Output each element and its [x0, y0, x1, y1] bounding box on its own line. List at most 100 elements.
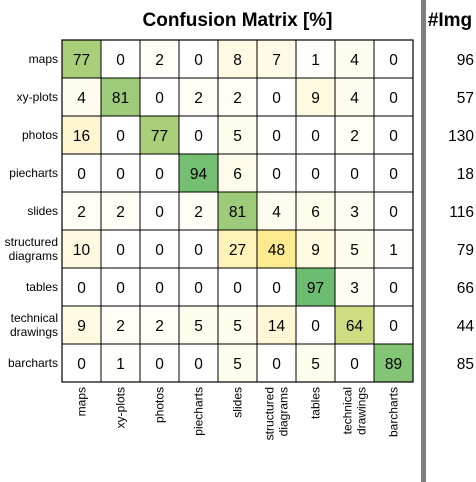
cell-value-label: 0	[194, 356, 203, 373]
heatmap-cell	[178, 305, 219, 345]
cell-value-label: 0	[311, 166, 320, 183]
cell-value-label: 0	[77, 356, 86, 373]
heatmap-cell	[61, 115, 102, 155]
image-count-value: 44	[457, 318, 475, 335]
cell-value-label: 2	[77, 204, 86, 221]
cell-value-label: 0	[389, 128, 398, 145]
column-label-group: technicaldrawings	[341, 387, 369, 435]
cell-value-label: 3	[350, 204, 359, 221]
image-count-value: 57	[457, 90, 474, 107]
image-count-value: 79	[457, 242, 474, 259]
cell-value-label: 0	[155, 280, 164, 297]
row-label: barcharts	[8, 356, 58, 370]
heatmap-cell	[139, 305, 180, 345]
cell-value-label: 1	[116, 356, 125, 373]
column-label: barcharts	[387, 387, 401, 437]
cell-value-label: 5	[233, 356, 242, 373]
cell-value-label: 6	[233, 166, 242, 183]
cell-value-label: 0	[272, 90, 281, 107]
heatmap-cell	[61, 305, 102, 345]
column-label-group: tables	[309, 387, 323, 419]
image-count-value: 85	[457, 356, 474, 373]
heatmap-cell	[217, 77, 258, 117]
image-count-value: 66	[457, 280, 474, 297]
heatmap-cell	[178, 343, 219, 383]
heatmap-cell	[61, 343, 102, 383]
heatmap-cell	[178, 115, 219, 155]
heatmap-cell	[139, 115, 180, 155]
heatmap-cell	[373, 191, 414, 231]
heatmap-cell	[61, 191, 102, 231]
cell-value-label: 0	[311, 128, 320, 145]
column-label-group: barcharts	[387, 387, 401, 437]
cell-value-label: 0	[194, 280, 203, 297]
column-label: photos	[153, 387, 167, 423]
heatmap-cell	[373, 229, 414, 269]
heatmap-cell	[373, 153, 414, 193]
cell-value-label: 0	[272, 166, 281, 183]
cell-value-label: 0	[389, 280, 398, 297]
cell-value-label: 2	[233, 90, 242, 107]
cell-value-label: 0	[155, 356, 164, 373]
heatmap-cell	[256, 229, 297, 269]
heatmap-cell	[256, 39, 297, 79]
heatmap-cell	[61, 153, 102, 193]
cell-value-label: 48	[268, 242, 285, 259]
cell-value-label: 5	[233, 128, 242, 145]
cell-value-label: 0	[272, 356, 281, 373]
heatmap-cell	[100, 343, 141, 383]
cell-value-label: 81	[229, 204, 246, 221]
heatmap-cell	[256, 343, 297, 383]
cell-value-label: 9	[311, 90, 320, 107]
column-label-group: structureddiagrams	[263, 387, 291, 440]
cell-value-label: 0	[155, 204, 164, 221]
heatmap-cell	[100, 229, 141, 269]
cell-value-label: 1	[311, 52, 320, 69]
divider-bar	[421, 0, 426, 482]
heatmap-cell	[334, 77, 375, 117]
cell-value-label: 5	[311, 356, 320, 373]
cell-value-label: 2	[155, 52, 164, 69]
cell-value-label: 0	[116, 166, 125, 183]
cell-value-label: 2	[116, 318, 125, 335]
column-label: tables	[309, 387, 323, 419]
row-label: structured diagrams	[5, 235, 58, 263]
heatmap-cell	[295, 267, 336, 307]
cell-value-label: 0	[155, 242, 164, 259]
cell-value-label: 0	[194, 52, 203, 69]
cell-value-label: 89	[385, 356, 402, 373]
grid-border	[61, 39, 414, 383]
cell-value-label: 0	[389, 166, 398, 183]
cell-value-label: 4	[272, 204, 281, 221]
column-label: xy-plots	[114, 387, 128, 428]
cell-value-label: 0	[116, 128, 125, 145]
heatmap-cell	[100, 267, 141, 307]
cell-value-label: 0	[350, 356, 359, 373]
row-label: technical drawings	[10, 311, 58, 339]
column-label-group: maps	[75, 387, 89, 416]
cell-value-label: 8	[233, 52, 242, 69]
column-label: maps	[75, 387, 89, 416]
heatmap-cell	[100, 153, 141, 193]
column-label-group: piecharts	[192, 387, 206, 436]
image-count-value: 96	[457, 52, 474, 69]
cell-value-label: 16	[73, 128, 90, 145]
column-label: structureddiagrams	[263, 387, 291, 440]
cell-value-label: 77	[151, 128, 168, 145]
heatmap-cell	[100, 115, 141, 155]
heatmap-cell	[178, 191, 219, 231]
column-label-group: photos	[153, 387, 167, 423]
cell-value-label: 2	[350, 128, 359, 145]
cell-value-label: 0	[116, 52, 125, 69]
cell-value-label: 14	[268, 318, 286, 335]
cell-value-label: 4	[350, 90, 359, 107]
row-label: slides	[27, 204, 58, 218]
image-count-value: 116	[449, 204, 474, 221]
heatmap-cell	[139, 229, 180, 269]
heatmap-cell	[61, 229, 102, 269]
cell-value-label: 0	[77, 166, 86, 183]
cell-value-label: 0	[272, 128, 281, 145]
heatmap-cell	[373, 115, 414, 155]
cell-value-label: 10	[73, 242, 91, 259]
heatmap-cell	[295, 77, 336, 117]
